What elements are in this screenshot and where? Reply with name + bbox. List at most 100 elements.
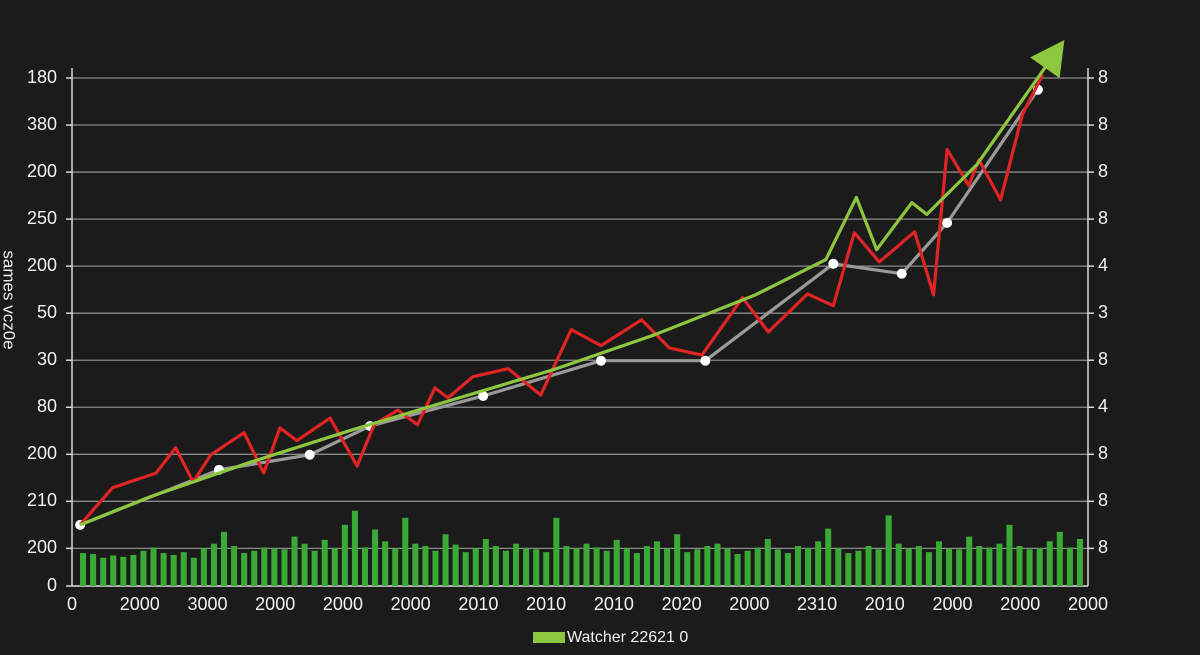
arrow-head — [1030, 39, 1065, 79]
x-tick-label: 2000 — [729, 594, 769, 614]
bar — [311, 550, 318, 586]
x-tick-label: 2000 — [255, 594, 295, 614]
bar — [1006, 524, 1013, 586]
bar — [724, 548, 731, 586]
bar — [694, 549, 701, 586]
bar — [1036, 548, 1043, 586]
line — [78, 73, 1045, 526]
bar — [422, 546, 429, 586]
bar — [613, 539, 620, 586]
bar — [291, 536, 298, 586]
bar — [321, 539, 328, 586]
bar — [190, 557, 197, 586]
x-tick-label: 2010 — [458, 594, 498, 614]
y-tick-label: 0 — [47, 575, 57, 595]
bar — [1076, 538, 1083, 586]
bar — [815, 541, 822, 586]
bar — [774, 549, 781, 586]
bar — [1066, 547, 1073, 586]
bar — [241, 553, 248, 586]
bar — [543, 552, 550, 586]
bar — [341, 524, 348, 586]
bar — [200, 548, 207, 586]
bar — [946, 548, 953, 586]
bar — [905, 548, 912, 586]
y-tick-label: 380 — [27, 114, 57, 134]
bar — [553, 517, 560, 586]
bar — [925, 552, 932, 586]
bar — [361, 547, 369, 586]
bar — [573, 548, 580, 586]
bar — [935, 541, 943, 586]
bar — [784, 553, 791, 586]
bar — [150, 547, 157, 586]
bar — [764, 538, 771, 586]
bar — [996, 543, 1003, 586]
y2-tick-label: 8 — [1098, 67, 1108, 87]
bar — [502, 550, 509, 586]
y-tick-label: 180 — [27, 67, 57, 87]
y-tick-label: 200 — [27, 537, 57, 557]
bar — [533, 549, 540, 586]
bar — [160, 553, 167, 586]
bar — [563, 546, 570, 586]
bar — [976, 546, 983, 586]
point — [700, 355, 711, 366]
bar — [1056, 531, 1063, 586]
legend-label: Watcher 22621 0 — [567, 629, 688, 646]
bar — [825, 528, 832, 586]
x-tick-label: 2000 — [1068, 594, 1108, 614]
bar — [180, 552, 187, 586]
bar — [895, 543, 902, 586]
bar — [90, 554, 97, 586]
bar — [271, 548, 278, 586]
y2-tick-label: 8 — [1098, 349, 1108, 369]
bar — [130, 554, 137, 586]
bar — [855, 550, 862, 586]
bar — [220, 531, 228, 586]
x-tick-label: 2010 — [865, 594, 905, 614]
point — [478, 390, 489, 401]
bar — [472, 548, 479, 586]
bar — [956, 549, 963, 586]
bar — [1016, 546, 1023, 586]
x-tick-label: 2000 — [933, 594, 973, 614]
y-tick-label: 200 — [27, 443, 57, 463]
x-tick-label: 2310 — [797, 594, 837, 614]
bar — [80, 553, 87, 586]
bar — [351, 510, 358, 586]
y-tick-label: 80 — [37, 396, 57, 416]
bar — [674, 534, 681, 586]
y-tick-label: 200 — [27, 161, 57, 181]
point — [828, 258, 839, 269]
bar — [110, 555, 117, 586]
bar — [623, 548, 630, 586]
bar — [412, 543, 419, 586]
bar — [432, 550, 439, 586]
bar — [492, 546, 499, 586]
bar — [633, 553, 640, 586]
bar — [734, 554, 741, 586]
bar — [593, 547, 600, 586]
bar — [140, 550, 147, 586]
bar — [583, 543, 590, 586]
x-tick-label: 0 — [67, 594, 77, 614]
bar — [281, 549, 288, 586]
x-tick-label: 3000 — [187, 594, 227, 614]
y2-tick-label: 3 — [1098, 302, 1108, 322]
y-tick-label: 250 — [27, 208, 57, 228]
bar — [654, 541, 661, 586]
bar — [442, 534, 449, 586]
bar — [1046, 541, 1053, 586]
bar — [402, 517, 409, 586]
bar — [915, 546, 922, 586]
bar — [452, 544, 459, 586]
point — [942, 217, 953, 228]
bar — [835, 548, 842, 586]
bar — [210, 543, 217, 586]
bar — [120, 556, 127, 586]
x-tick-label: 2020 — [662, 594, 702, 614]
y2-tick-label: 4 — [1098, 255, 1108, 275]
y2-tick-label: 8 — [1098, 114, 1108, 134]
